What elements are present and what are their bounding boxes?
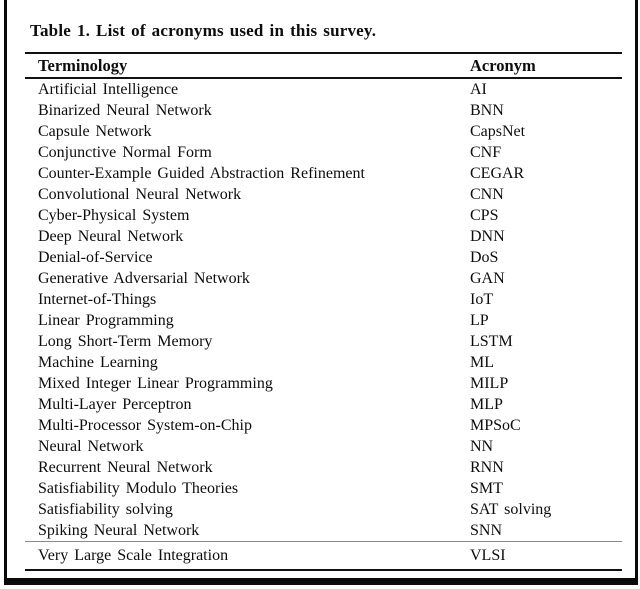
- table-row: Multi-Layer Perceptron MLP: [25, 394, 622, 415]
- acronym-cell: DNN: [470, 228, 505, 245]
- acronym-cell: CNF: [470, 144, 502, 161]
- acronym-cell: RNN: [470, 459, 504, 476]
- terminology-cell: Machine Learning: [38, 354, 158, 371]
- terminology-cell: Mixed Integer Linear Programming: [38, 375, 273, 392]
- acronym-cell: SAT solving: [470, 501, 552, 518]
- table-row: Internet-of-Things IoT: [25, 289, 622, 310]
- table-row: Convolutional Neural Network CNN: [25, 184, 622, 205]
- acronym-cell: DoS: [470, 249, 499, 266]
- terminology-column-header: Terminology: [25, 53, 470, 79]
- terminology-cell: Denial-of-Service: [38, 249, 153, 266]
- acronym-cell: MILP: [470, 375, 509, 392]
- acronym-cell: MPSoC: [470, 417, 521, 434]
- terminology-cell: Deep Neural Network: [38, 228, 184, 245]
- terminology-cell: Artificial Intelligence: [38, 81, 179, 98]
- table-row: Generative Adversarial Network GAN: [25, 268, 622, 289]
- terminology-cell: Counter-Example Guided Abstraction Refin…: [38, 165, 365, 182]
- terminology-cell: Multi-Layer Perceptron: [38, 396, 192, 413]
- terminology-cell: Satisfiability Modulo Theories: [38, 480, 239, 497]
- acronym-cell: ML: [470, 354, 494, 371]
- table-row: Satisfiability solving SAT solving: [25, 499, 622, 520]
- acronym-cell: CPS: [470, 207, 499, 224]
- acronym-cell: CapsNet: [470, 123, 526, 140]
- acronym-cell: CNN: [470, 186, 504, 203]
- table-row: Multi-Processor System-on-Chip MPSoC: [25, 415, 622, 436]
- terminology-cell: Multi-Processor System-on-Chip: [38, 417, 252, 434]
- table-row: Mixed Integer Linear Programming MILP: [25, 373, 622, 394]
- table-footer: Very Large Scale Integration VLSI: [25, 541, 622, 570]
- table-row: Linear Programming LP: [25, 310, 622, 331]
- acronym-cell: IoT: [470, 291, 494, 308]
- acronym-cell: CEGAR: [470, 165, 525, 182]
- terminology-cell: Linear Programming: [38, 312, 174, 329]
- table-row: Denial-of-Service DoS: [25, 247, 622, 268]
- acronym-cell: NN: [470, 438, 494, 455]
- table-frame: Table 1. List of acronyms used in this s…: [4, 0, 638, 585]
- table-row: Neural Network NN: [25, 436, 622, 457]
- table-row: Spiking Neural Network SNN: [25, 520, 622, 542]
- terminology-cell: Long Short-Term Memory: [38, 333, 213, 350]
- terminology-cell: Conjunctive Normal Form: [38, 144, 212, 161]
- acronym-cell: GAN: [470, 270, 505, 287]
- table-row: Capsule Network CapsNet: [25, 121, 622, 142]
- table-row: Machine Learning ML: [25, 352, 622, 373]
- table-body: Artificial Intelligence AI Binarized Neu…: [25, 78, 622, 542]
- table-row: Conjunctive Normal Form CNF: [25, 142, 622, 163]
- terminology-cell: Internet-of-Things: [38, 291, 157, 308]
- acronym-cell: VLSI: [470, 541, 622, 570]
- table-row: Satisfiability Modulo Theories SMT: [25, 478, 622, 499]
- acronym-cell: SNN: [470, 522, 503, 539]
- acronym-cell: MLP: [470, 396, 503, 413]
- terminology-cell: Recurrent Neural Network: [38, 459, 213, 476]
- table-row: Recurrent Neural Network RNN: [25, 457, 622, 478]
- terminology-cell: Very Large Scale Integration: [25, 541, 470, 570]
- table-row: Binarized Neural Network BNN: [25, 100, 622, 121]
- acronym-cell: LP: [470, 312, 489, 329]
- terminology-cell: Cyber-Physical System: [38, 207, 190, 224]
- acronym-column-header: Acronym: [470, 53, 622, 79]
- header-row: Terminology Acronym: [25, 53, 622, 79]
- table-row: Counter-Example Guided Abstraction Refin…: [25, 163, 622, 184]
- acronym-table: Terminology Acronym Artificial Intellige…: [25, 52, 622, 571]
- acronym-cell: BNN: [470, 102, 504, 119]
- table-row: Artificial Intelligence AI: [25, 78, 622, 100]
- acronym-cell: AI: [470, 81, 487, 98]
- table-row: Long Short-Term Memory LSTM: [25, 331, 622, 352]
- table-caption: Table 1. List of acronyms used in this s…: [30, 21, 377, 40]
- terminology-cell: Satisfiability solving: [38, 501, 173, 518]
- table-row: Cyber-Physical System CPS: [25, 205, 622, 226]
- acronym-cell: LSTM: [470, 333, 513, 350]
- terminology-cell: Capsule Network: [38, 123, 152, 140]
- acronym-cell: SMT: [470, 480, 503, 497]
- table-header: Terminology Acronym: [25, 53, 622, 79]
- table-row: Deep Neural Network DNN: [25, 226, 622, 247]
- table-row: Very Large Scale Integration VLSI: [25, 541, 622, 570]
- terminology-cell: Neural Network: [38, 438, 144, 455]
- terminology-cell: Convolutional Neural Network: [38, 186, 242, 203]
- terminology-cell: Spiking Neural Network: [38, 522, 200, 539]
- terminology-cell: Generative Adversarial Network: [38, 270, 250, 287]
- terminology-cell: Binarized Neural Network: [38, 102, 212, 119]
